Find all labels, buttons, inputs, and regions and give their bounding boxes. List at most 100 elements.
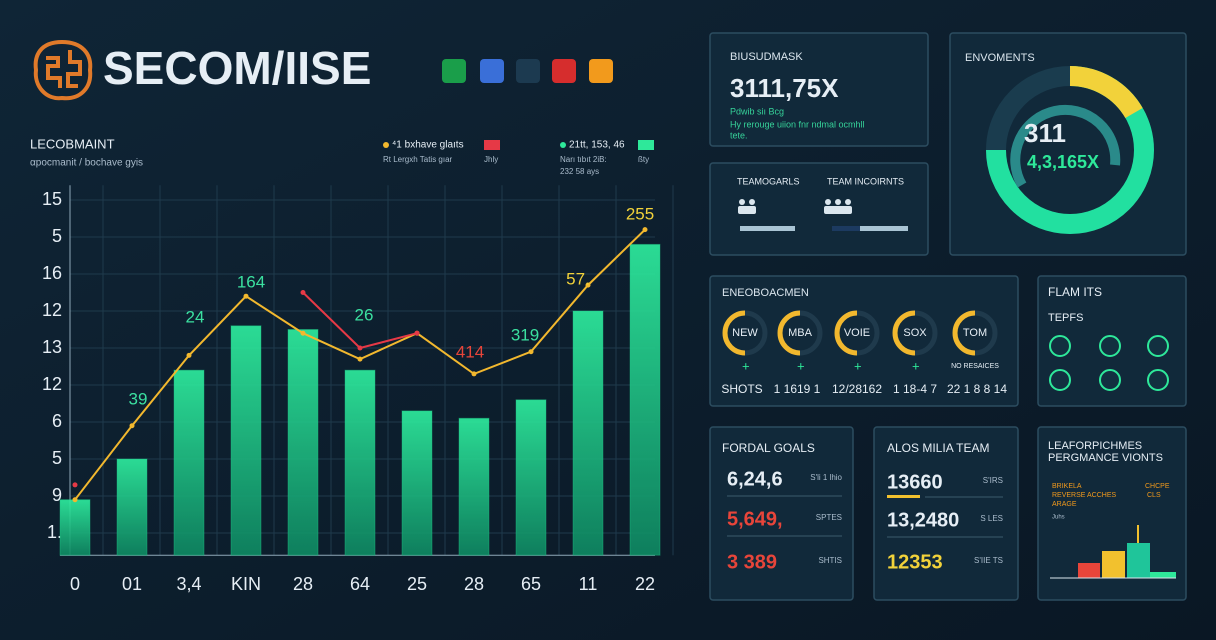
kpi-caption: Pdwib siı Bcg — [730, 106, 784, 116]
line-point — [72, 482, 78, 488]
decoration — [739, 199, 745, 205]
panel — [709, 162, 929, 256]
annotation: 26 — [355, 305, 374, 324]
panel — [709, 32, 929, 147]
plus-icon: + — [742, 358, 750, 373]
app-icon[interactable] — [552, 59, 576, 83]
y-tick-label: 12 — [42, 374, 62, 394]
bar — [344, 369, 376, 556]
annotation: 24 — [186, 307, 205, 326]
legend-extra: Jhly — [484, 155, 498, 164]
goal-note: SPTES — [816, 513, 842, 522]
y-tick-label: 5 — [52, 226, 62, 246]
gauge-row: 22 1 8 8 14 — [947, 382, 1007, 396]
y-tick-label: 15 — [42, 189, 62, 209]
line-point — [585, 282, 591, 288]
gauge-arc — [777, 310, 801, 356]
annotation: 255 — [626, 204, 654, 223]
donut-value: 311 — [1024, 118, 1066, 148]
y-tick-label: 1. — [47, 522, 62, 542]
decoration — [1147, 335, 1169, 357]
goal-value: 6,24,6 — [727, 468, 783, 490]
app-icon[interactable] — [516, 59, 540, 83]
legend-more: 232 58 ays — [560, 167, 599, 176]
x-tick-label: 22 — [635, 574, 655, 594]
bar — [458, 417, 490, 556]
bar — [401, 410, 433, 556]
panel-label: FORDAL GOALS — [722, 441, 815, 455]
brand: SECOM/IISE — [103, 42, 371, 94]
bar — [515, 399, 547, 556]
gauge-label: MBA — [788, 327, 813, 339]
decoration — [1010, 104, 1121, 188]
decoration — [1127, 543, 1150, 578]
y-tick-label: 9 — [52, 485, 62, 505]
status-icons — [1049, 335, 1169, 391]
x-tick-label: 01 — [122, 574, 142, 594]
progress-bar — [740, 226, 795, 231]
legend-text: Juhs — [1052, 515, 1065, 521]
x-tick-label: 64 — [350, 574, 370, 594]
panel-sublabel: TEPFS — [1048, 312, 1083, 324]
decoration — [1049, 335, 1071, 357]
decoration — [845, 199, 851, 205]
panel-label: ALOS MILIA TEAM — [887, 441, 989, 455]
panel — [873, 426, 1019, 601]
panel-label: BIUSUDMASK — [730, 51, 803, 63]
legend-label: 21tt, 153, 46 — [569, 140, 625, 151]
panel — [709, 275, 1019, 407]
team-note: S'IRS — [983, 476, 1003, 485]
decoration — [738, 206, 756, 214]
bar — [116, 458, 148, 556]
donut-sub-value: 4,3,165X — [1027, 152, 1099, 172]
team-value: 13,2480 — [887, 509, 959, 531]
chart-title: LECOBMAINT — [30, 136, 115, 151]
line-point — [243, 293, 249, 299]
decoration — [1069, 66, 1143, 119]
decoration — [1049, 369, 1071, 391]
bar — [572, 310, 604, 556]
annotation: 319 — [511, 325, 539, 344]
decoration — [824, 206, 852, 214]
line-point — [357, 356, 363, 362]
toolbar — [442, 59, 613, 83]
line-point — [72, 497, 78, 503]
line-point — [528, 349, 534, 355]
panel-label: PERGMANCE VIONTS — [1048, 452, 1163, 464]
annotation: 39 — [129, 389, 148, 408]
line-point — [300, 290, 306, 295]
kpi-note: Hy rerouge uiion fnr ndmal ocmhll — [730, 119, 865, 129]
decoration — [46, 50, 82, 88]
chart-subtitle: αpocmanit / bochave gyis — [30, 158, 143, 169]
app-icon[interactable] — [589, 59, 613, 83]
legend-text: CLS — [1147, 492, 1161, 499]
kpi-note: tete. — [730, 130, 748, 140]
line-point — [414, 330, 420, 336]
x-tick-label: 28 — [293, 574, 313, 594]
y-tick-label: 5 — [52, 448, 62, 468]
gauge-arc — [834, 310, 858, 356]
line-point — [471, 371, 477, 377]
line-point — [300, 330, 306, 336]
decoration — [1150, 572, 1176, 578]
goal-note: S'li 1 lhio — [810, 473, 842, 482]
kpi-value: 3111,75X — [730, 73, 839, 103]
app-icon[interactable] — [480, 59, 504, 83]
bar — [629, 243, 661, 556]
team-value: 12353 — [887, 551, 943, 573]
y-tick-label: 13 — [42, 337, 62, 357]
y-tick-label: 12 — [42, 300, 62, 320]
chart: 1. 9 5 6 12 13 12 16 5 15 0 01 3,4 KIN 28 64 25 28 65 11 22 3… — [42, 140, 674, 594]
line-point — [642, 227, 648, 233]
x-tick-label: 28 — [464, 574, 484, 594]
gauge-label: NEW — [732, 327, 758, 339]
y-tick-label: 6 — [52, 411, 62, 431]
decoration — [1147, 369, 1169, 391]
plus-icon: + — [797, 358, 805, 373]
legend-swatch — [484, 140, 500, 150]
panel-label: LEAFORPICHMES — [1048, 440, 1142, 452]
gauges: NEW + MBA + VOIE + SOX + TOM NO RESAICES SHOTS 1 16… — [721, 310, 1007, 396]
gauge-row: 1 18-4 7 — [893, 382, 937, 396]
legend-note: Narı tıbıt 2iB: — [560, 155, 607, 164]
app-icon[interactable] — [442, 59, 466, 83]
